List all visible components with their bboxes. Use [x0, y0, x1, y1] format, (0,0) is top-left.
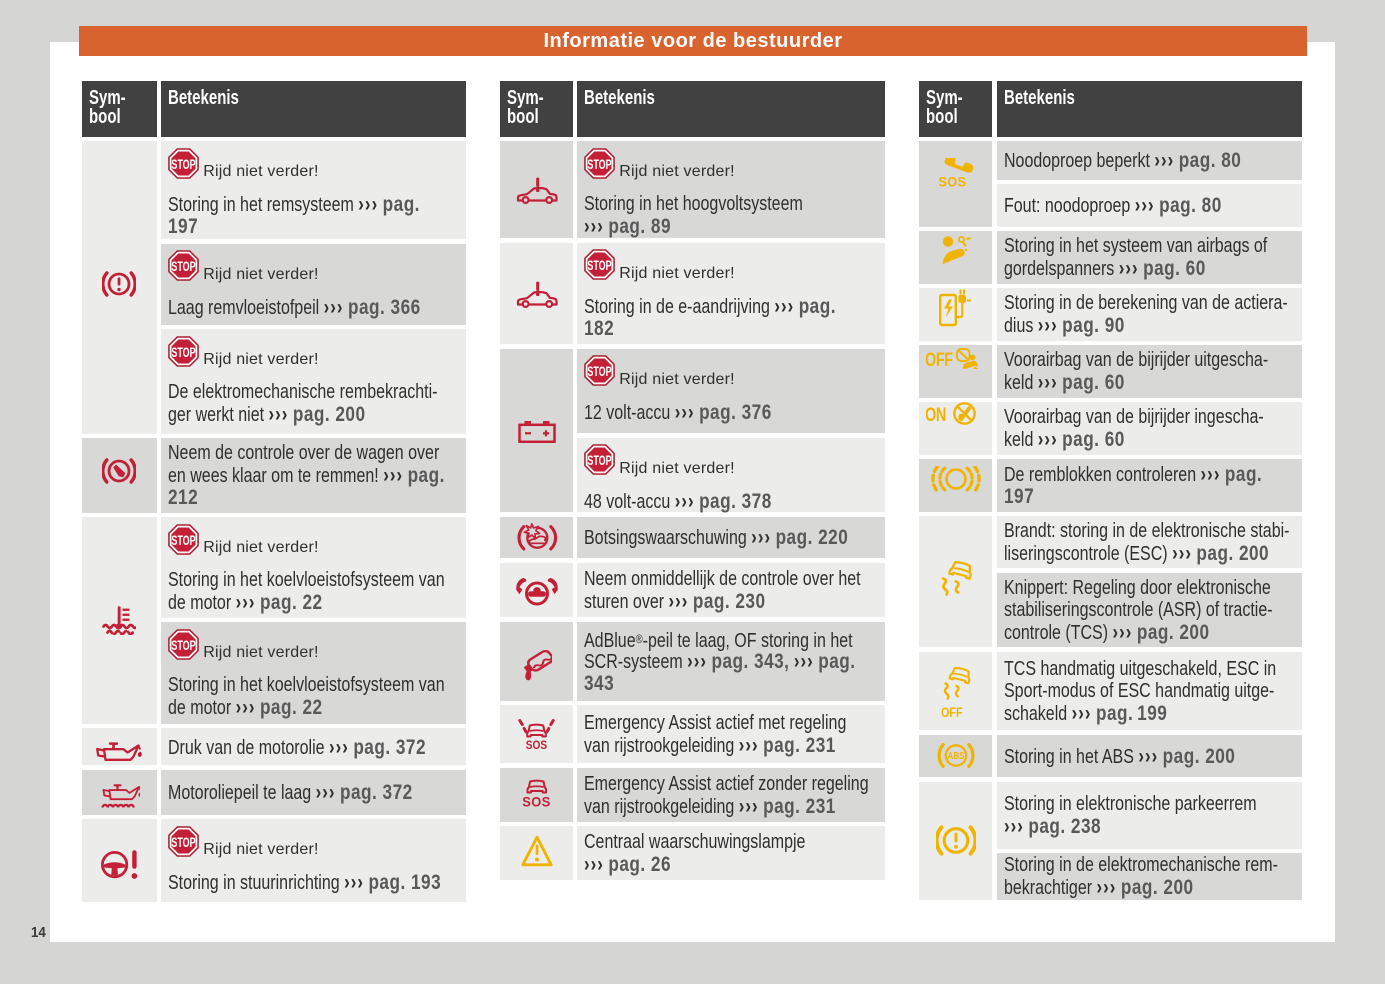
svg-text:STOP: STOP: [588, 453, 612, 468]
svg-text:2: 2: [973, 361, 978, 369]
svg-text:SOS: SOS: [522, 794, 551, 807]
svg-text:SOS: SOS: [938, 174, 966, 187]
svg-text:STOP: STOP: [172, 533, 196, 548]
svg-text:ON: ON: [926, 404, 946, 425]
svg-text:STOP: STOP: [172, 835, 196, 850]
svg-text:STOP: STOP: [172, 157, 196, 172]
svg-text:STOP: STOP: [172, 259, 196, 274]
svg-text:SOS: SOS: [526, 739, 547, 750]
svg-text:STOP: STOP: [172, 345, 196, 360]
svg-text:STOP: STOP: [588, 157, 612, 172]
svg-text:STOP: STOP: [588, 364, 612, 379]
svg-text:OFF: OFF: [941, 705, 963, 718]
svg-text:STOP: STOP: [588, 258, 612, 273]
svg-text:OFF: OFF: [926, 349, 953, 369]
svg-text:ABS: ABS: [947, 751, 964, 762]
svg-text:STOP: STOP: [172, 638, 196, 653]
